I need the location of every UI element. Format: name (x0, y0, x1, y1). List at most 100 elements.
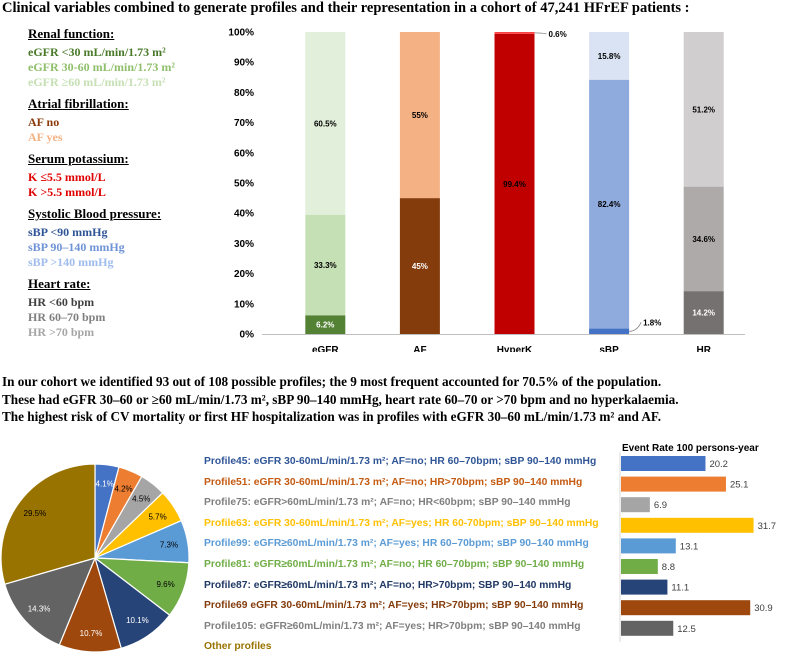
data-label: 0.6% (549, 30, 567, 39)
summary-text: In our cohort we identified 93 out of 10… (2, 373, 785, 426)
y-tick-label: 70% (234, 118, 254, 129)
profile-id: Profile51 (204, 476, 248, 488)
figure-title: Clinical variables combined to generate … (2, 0, 690, 16)
y-tick-label: 60% (234, 148, 254, 159)
category-label: sBP (599, 345, 619, 352)
profile-profile51: Profile51: eGFR 30-60mL/min/1.73 m²; AF=… (204, 477, 582, 488)
y-tick-label: 50% (234, 179, 254, 190)
data-label: 99.4% (503, 180, 526, 189)
profile-description: : eGFR 30-60mL/min/1.73 m²; AF=yes; HR 6… (247, 517, 599, 529)
y-tick-label: 20% (234, 269, 254, 280)
legend-item: eGFR 30-60 mL/min/1.73 m² (28, 60, 175, 74)
event-rate-bar-profile51 (621, 476, 726, 492)
event-rate-bar-profile81 (621, 559, 658, 574)
legend-item: K ≤5.5 mmol/L (28, 170, 106, 184)
bar-segment-hr (683, 291, 724, 334)
y-tick-label: 30% (234, 239, 254, 250)
legend-group: Systolic Blood pressure: sBP <90 mmHg sBP … (28, 206, 218, 270)
profile-description: : eGFR≥60mL/min/1.73 m²; AF=no; HR>70bpm… (247, 579, 572, 591)
profile-description: : eGFR>60mL/min/1.73 m²; AF=no; HR<60bpm… (247, 497, 571, 509)
category-label: eGFR (312, 345, 339, 352)
profile-pie-chart: 4.1%4.2%4.5% 5.7% 7.3% 9.6% 10.1% 10.7% 14.3% 2… (0, 463, 190, 653)
profile-description: : eGFR≥60mL/min/1.73 m²; AF=yes; HR>70bp… (253, 620, 581, 632)
event-rate-value: 20.2 (709, 459, 728, 470)
bar-segment-hr (683, 186, 724, 292)
legend-item: sBP <90 mmHg (28, 225, 108, 239)
y-tick-label: 0% (240, 330, 255, 341)
profile-description: : eGFR 30-60mL/min/1.73 m²; AF=no; HR>70… (247, 476, 583, 488)
pie-label: 5.7% (148, 512, 166, 521)
bar-segment-sbp (589, 79, 630, 329)
bar-segment-hr (683, 32, 724, 187)
legend-heading: Serum potassium: (28, 151, 129, 166)
legend-item: sBP 90–140 mmHg (28, 240, 125, 254)
data-label: 34.6% (692, 235, 715, 244)
bar-segment-af (399, 32, 440, 199)
event-rate-bar-profile105 (621, 620, 674, 636)
legend-group: Atrial fibrillation: AF no AF yes (28, 96, 218, 145)
event-rate-bar-profile45 (621, 456, 706, 471)
pie-label: 4.1% (96, 479, 114, 488)
legend-item: eGFR ≥60 mL/min/1.73 m² (28, 75, 166, 89)
pie-label: 4.5% (132, 495, 150, 504)
bar-segment-sbp (589, 32, 630, 80)
profile-description: : eGFR≥60mL/min/1.73 m²; AF=yes; HR 60–7… (247, 538, 589, 550)
legend-group: Serum potassium: K ≤5.5 mmol/L K >5.5 mmol… (28, 151, 218, 200)
event-rate-bar-profile87 (621, 579, 668, 595)
data-label: 14.2% (692, 309, 715, 318)
pie-label: 29.5% (24, 509, 47, 518)
profile-id: Profile63 (204, 517, 248, 529)
bar-segment-sbp (589, 328, 630, 334)
bar-segment-egfr (305, 32, 346, 215)
data-label: 82.4% (598, 200, 621, 209)
pie-label: 9.6% (156, 580, 174, 589)
bar-segment-hyperk (494, 33, 535, 334)
legend-heading: Renal function: (28, 26, 115, 41)
profile-profile99: Profile99: eGFR≥60mL/min/1.73 m²; AF=yes… (204, 538, 589, 549)
y-tick-label: 90% (234, 58, 254, 69)
event-rate-value: 11.1 (671, 583, 689, 594)
profile-id: Profile75 (204, 497, 248, 509)
event-rate-value: 8.8 (662, 562, 675, 573)
profile-description: : eGFR 30-60mL/min/1.73 m²; AF=no; HR 60… (247, 456, 597, 467)
legend-item: AF yes (28, 130, 63, 144)
data-label: 55% (412, 111, 428, 120)
profile-id: Profile105 (204, 620, 254, 632)
bar-segment-egfr (305, 214, 346, 316)
profile-profile81: Profile81: eGFR≥60mL/min/1.73 m²; AF=no;… (204, 559, 584, 570)
bar-segment-af (399, 198, 440, 334)
category-label: HR (696, 345, 711, 352)
data-label: 45% (412, 262, 428, 271)
legend-heading: Systolic Blood pressure: (28, 206, 162, 221)
category-label: HyperK (497, 345, 533, 352)
y-tick-label: 80% (234, 88, 254, 99)
profile-description: eGFR 30-60mL/min/1.73 m²; AF=yes; HR>70b… (247, 600, 584, 612)
event-rate-bar-profile69 (621, 600, 751, 616)
pie-label: 10.7% (80, 629, 103, 638)
profile-id: Profile45 (204, 456, 248, 467)
pie-label: 7.3% (160, 541, 178, 550)
profile-id: Profile99 (204, 538, 248, 550)
data-label: 33.3% (314, 261, 337, 270)
event-rate-bar-profile63 (621, 517, 754, 533)
profile-other-profiles: Other profiles (204, 641, 272, 652)
legend-item: HR <60 bpm (28, 295, 95, 309)
event-rate-value: 25.1 (730, 480, 749, 491)
legend-item: HR >70 bpm (28, 325, 95, 339)
profile-profile87: Profile87: eGFR≥60mL/min/1.73 m²; AF=no;… (204, 580, 571, 591)
stacked-bar-chart: 0% 10% 20% 30% 40% 50% 60% 70% 80% 90% 100% 6.2% 33.… (228, 28, 745, 352)
y-tick-label: 10% (234, 299, 254, 310)
bar-segment-egfr (305, 315, 346, 334)
legend-item: K >5.5 mmol/L (28, 185, 106, 199)
event-rate-bar-profile99 (621, 538, 676, 554)
legend-item: AF no (28, 115, 60, 129)
summary-line: These had eGFR 30–60 or ≥60 mL/min/1.73 … (2, 391, 679, 407)
event-rate-value: 12.5 (677, 624, 696, 635)
event-rate-title: Event Rate 100 persons-year (622, 443, 759, 454)
y-tick-label: 40% (234, 209, 254, 220)
profile-profile69: Profile69 eGFR 30-60mL/min/1.73 m²; AF=y… (204, 600, 583, 611)
legend-item: HR 60–70 bpm (28, 310, 106, 324)
data-label: 60.5% (314, 119, 337, 128)
bar-segment-hyperk (494, 32, 535, 34)
profile-profile63: Profile63: eGFR 30-60mL/min/1.73 m²; AF=… (204, 518, 599, 529)
